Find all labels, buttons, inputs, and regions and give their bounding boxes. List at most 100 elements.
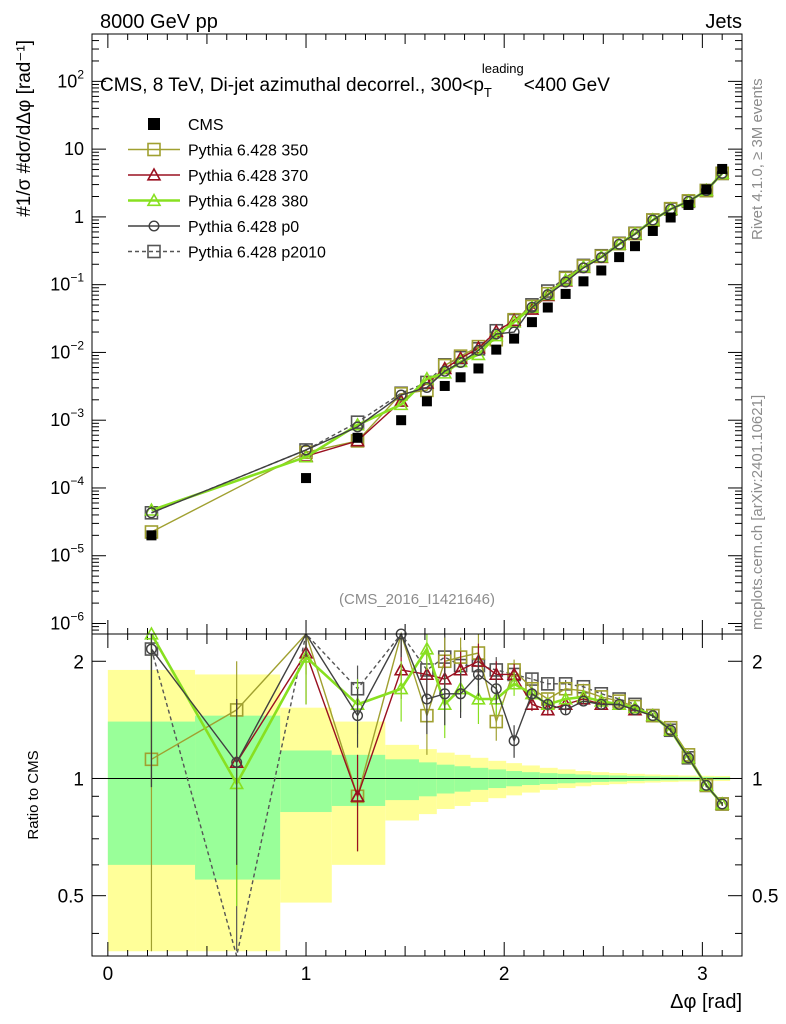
series-ratio-marker xyxy=(471,691,486,705)
cms-point xyxy=(647,225,658,236)
y-tick-base: 10 xyxy=(50,410,70,430)
y-tick-exp: −4 xyxy=(70,474,84,488)
y-tick-base: 10 xyxy=(57,71,77,91)
y-tick-base: 10 xyxy=(50,546,70,566)
cms-point xyxy=(578,276,589,287)
series-main-marker xyxy=(300,444,312,456)
y-tick-base: 10 xyxy=(64,139,84,159)
series-main-marker xyxy=(145,507,157,519)
rivet-label: Rivet 4.1.0, ≥ 3M events xyxy=(749,78,766,240)
cms-point xyxy=(526,317,537,328)
series-ratio-marker xyxy=(472,668,484,680)
cms-point xyxy=(701,184,712,195)
cms-point xyxy=(560,288,571,299)
ratio-tick-label: 0.5 xyxy=(58,887,84,908)
series-ratio-marker xyxy=(595,698,607,710)
series-main-marker xyxy=(393,396,409,411)
legend-marker xyxy=(146,192,162,207)
y-tick-exp: −2 xyxy=(70,338,84,352)
legend-label: Pythia 6.428 380 xyxy=(188,194,308,211)
cms-point xyxy=(614,252,625,263)
y-tick-label: 10−4 xyxy=(50,474,84,498)
series-ratio-marker xyxy=(716,798,728,810)
series-ratio-marker xyxy=(627,700,643,714)
y-tick-label: 10−5 xyxy=(50,542,84,566)
series-main-marker xyxy=(542,289,554,301)
y-tick-label: 10−2 xyxy=(50,338,84,362)
series-ratio-marker xyxy=(439,688,451,700)
y-tick-base: 10 xyxy=(50,342,70,362)
series-ratio-marker xyxy=(560,704,572,716)
y-tick-label: 1 xyxy=(74,207,84,227)
series-main-marker xyxy=(560,276,572,288)
cms-point xyxy=(629,241,640,252)
y-tick-exp: −5 xyxy=(70,542,84,556)
legend-marker xyxy=(147,142,161,157)
ratio-tick-label-right: 2 xyxy=(752,652,763,673)
cms-point xyxy=(509,333,520,344)
y-tick-label: 10 xyxy=(64,139,84,159)
band-inner xyxy=(331,754,386,806)
series-ratio-marker xyxy=(647,710,659,722)
series-ratio-marker xyxy=(393,681,409,695)
series-main-marker xyxy=(144,506,159,520)
series-main-marker xyxy=(577,262,589,274)
series-ratio-marker xyxy=(682,752,694,764)
series-ratio-marker xyxy=(542,698,554,710)
series-ratio-marker xyxy=(629,704,641,716)
legend-marker xyxy=(147,244,161,259)
y-tick-base: 10 xyxy=(50,614,70,634)
series-ratio-marker xyxy=(508,735,520,747)
cms-point xyxy=(352,432,363,443)
ratio-tick-label-right: 0.5 xyxy=(752,887,778,908)
legend-marker xyxy=(148,220,160,232)
series-main-marker xyxy=(395,389,407,401)
legend-label-cms: CMS xyxy=(188,117,224,134)
title-tail: <400 GeV xyxy=(524,75,610,96)
series-ratio-marker xyxy=(665,724,677,736)
series-ratio-marker xyxy=(577,695,589,707)
legend-marker-cms xyxy=(148,118,160,130)
series-ratio-marker xyxy=(419,641,435,655)
cms-point xyxy=(665,212,676,223)
title-sub: T xyxy=(484,85,492,100)
series-3 xyxy=(145,167,728,865)
series-main-marker xyxy=(488,328,504,342)
series-ratio-marker xyxy=(558,691,573,705)
series-ratio-marker xyxy=(613,698,625,710)
y-tick-exp: −6 xyxy=(70,610,84,624)
series-main-marker xyxy=(455,357,467,369)
analysis-label: (CMS_2016_I1421646) xyxy=(339,591,495,608)
y-tick-base: 10 xyxy=(50,275,70,295)
cms-point xyxy=(596,265,607,276)
band-inner xyxy=(418,762,437,797)
series-ratio-marker xyxy=(145,643,157,655)
series-ratio-marker xyxy=(700,779,712,791)
x-tick-label: 2 xyxy=(499,964,510,985)
series-main-marker xyxy=(419,371,435,385)
band-inner xyxy=(385,759,419,801)
legend-label: Pythia 6.428 p0 xyxy=(188,219,299,236)
series-main-marker xyxy=(629,228,641,240)
ratio-tick-label-right: 1 xyxy=(752,769,763,790)
cms-point xyxy=(717,163,728,174)
legend-label: Pythia 6.428 350 xyxy=(188,143,308,160)
series-lines xyxy=(144,165,730,957)
series-ratio-marker xyxy=(526,688,538,700)
x-tick-label: 3 xyxy=(697,964,708,985)
ratio-tick-label: 1 xyxy=(73,769,84,790)
cms-point xyxy=(491,344,502,355)
x-tick-label: 1 xyxy=(301,964,312,985)
y-tick-exp: 2 xyxy=(77,67,84,81)
cms-point xyxy=(683,199,694,210)
header-left: 8000 GeV pp xyxy=(100,11,218,33)
y-tick-label: 102 xyxy=(57,67,84,91)
series-ratio-marker xyxy=(558,681,573,696)
title-sup: leading xyxy=(482,61,524,76)
series-main-line xyxy=(151,172,723,514)
ratio-tick-labels: 0.5 0.5 1 1 2 2 xyxy=(58,652,779,907)
y-tick-label: 10−1 xyxy=(50,271,84,295)
series-ratio-marker xyxy=(350,788,365,802)
series-main-marker xyxy=(437,365,453,379)
